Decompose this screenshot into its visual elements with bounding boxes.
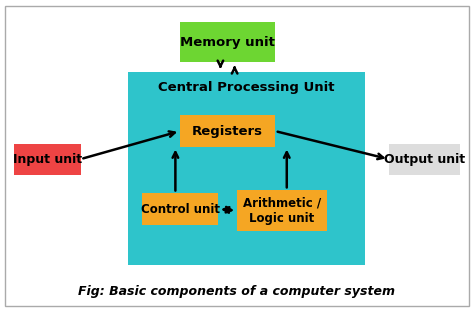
Bar [128,72,365,265]
Text: Memory unit: Memory unit [180,36,275,49]
Text: Fig: Basic components of a computer system: Fig: Basic components of a computer syst… [79,285,395,298]
Bar [142,193,218,225]
FancyBboxPatch shape [5,6,469,306]
Bar [237,190,327,231]
Text: Arithmetic /
Logic unit: Arithmetic / Logic unit [243,197,321,225]
Text: Output unit: Output unit [383,153,465,166]
Bar [389,144,460,175]
Text: Central Processing Unit: Central Processing Unit [158,81,335,94]
Bar [14,144,81,175]
Text: Control unit: Control unit [141,202,219,216]
Text: Registers: Registers [192,124,263,138]
Text: Input unit: Input unit [13,153,82,166]
Bar [180,115,275,147]
Bar [180,22,275,62]
